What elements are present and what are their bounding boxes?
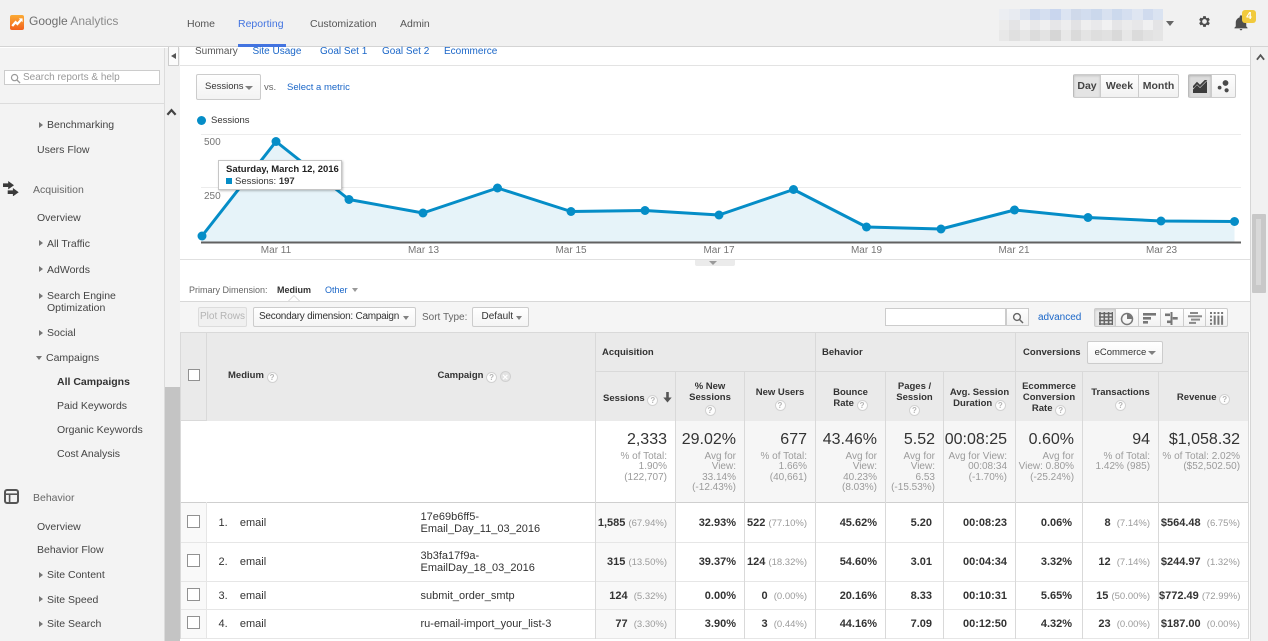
- svg-text:250: 250: [204, 191, 221, 202]
- svg-text:500: 500: [204, 137, 221, 148]
- svg-text:Mar 13: Mar 13: [408, 245, 440, 256]
- svg-text:Mar 19: Mar 19: [851, 245, 883, 256]
- svg-text:Mar 21: Mar 21: [998, 245, 1030, 256]
- svg-text:Mar 15: Mar 15: [555, 245, 587, 256]
- svg-text:Mar 23: Mar 23: [1146, 245, 1178, 256]
- svg-text:Mar 11: Mar 11: [261, 245, 292, 256]
- svg-text:Mar 17: Mar 17: [703, 245, 735, 256]
